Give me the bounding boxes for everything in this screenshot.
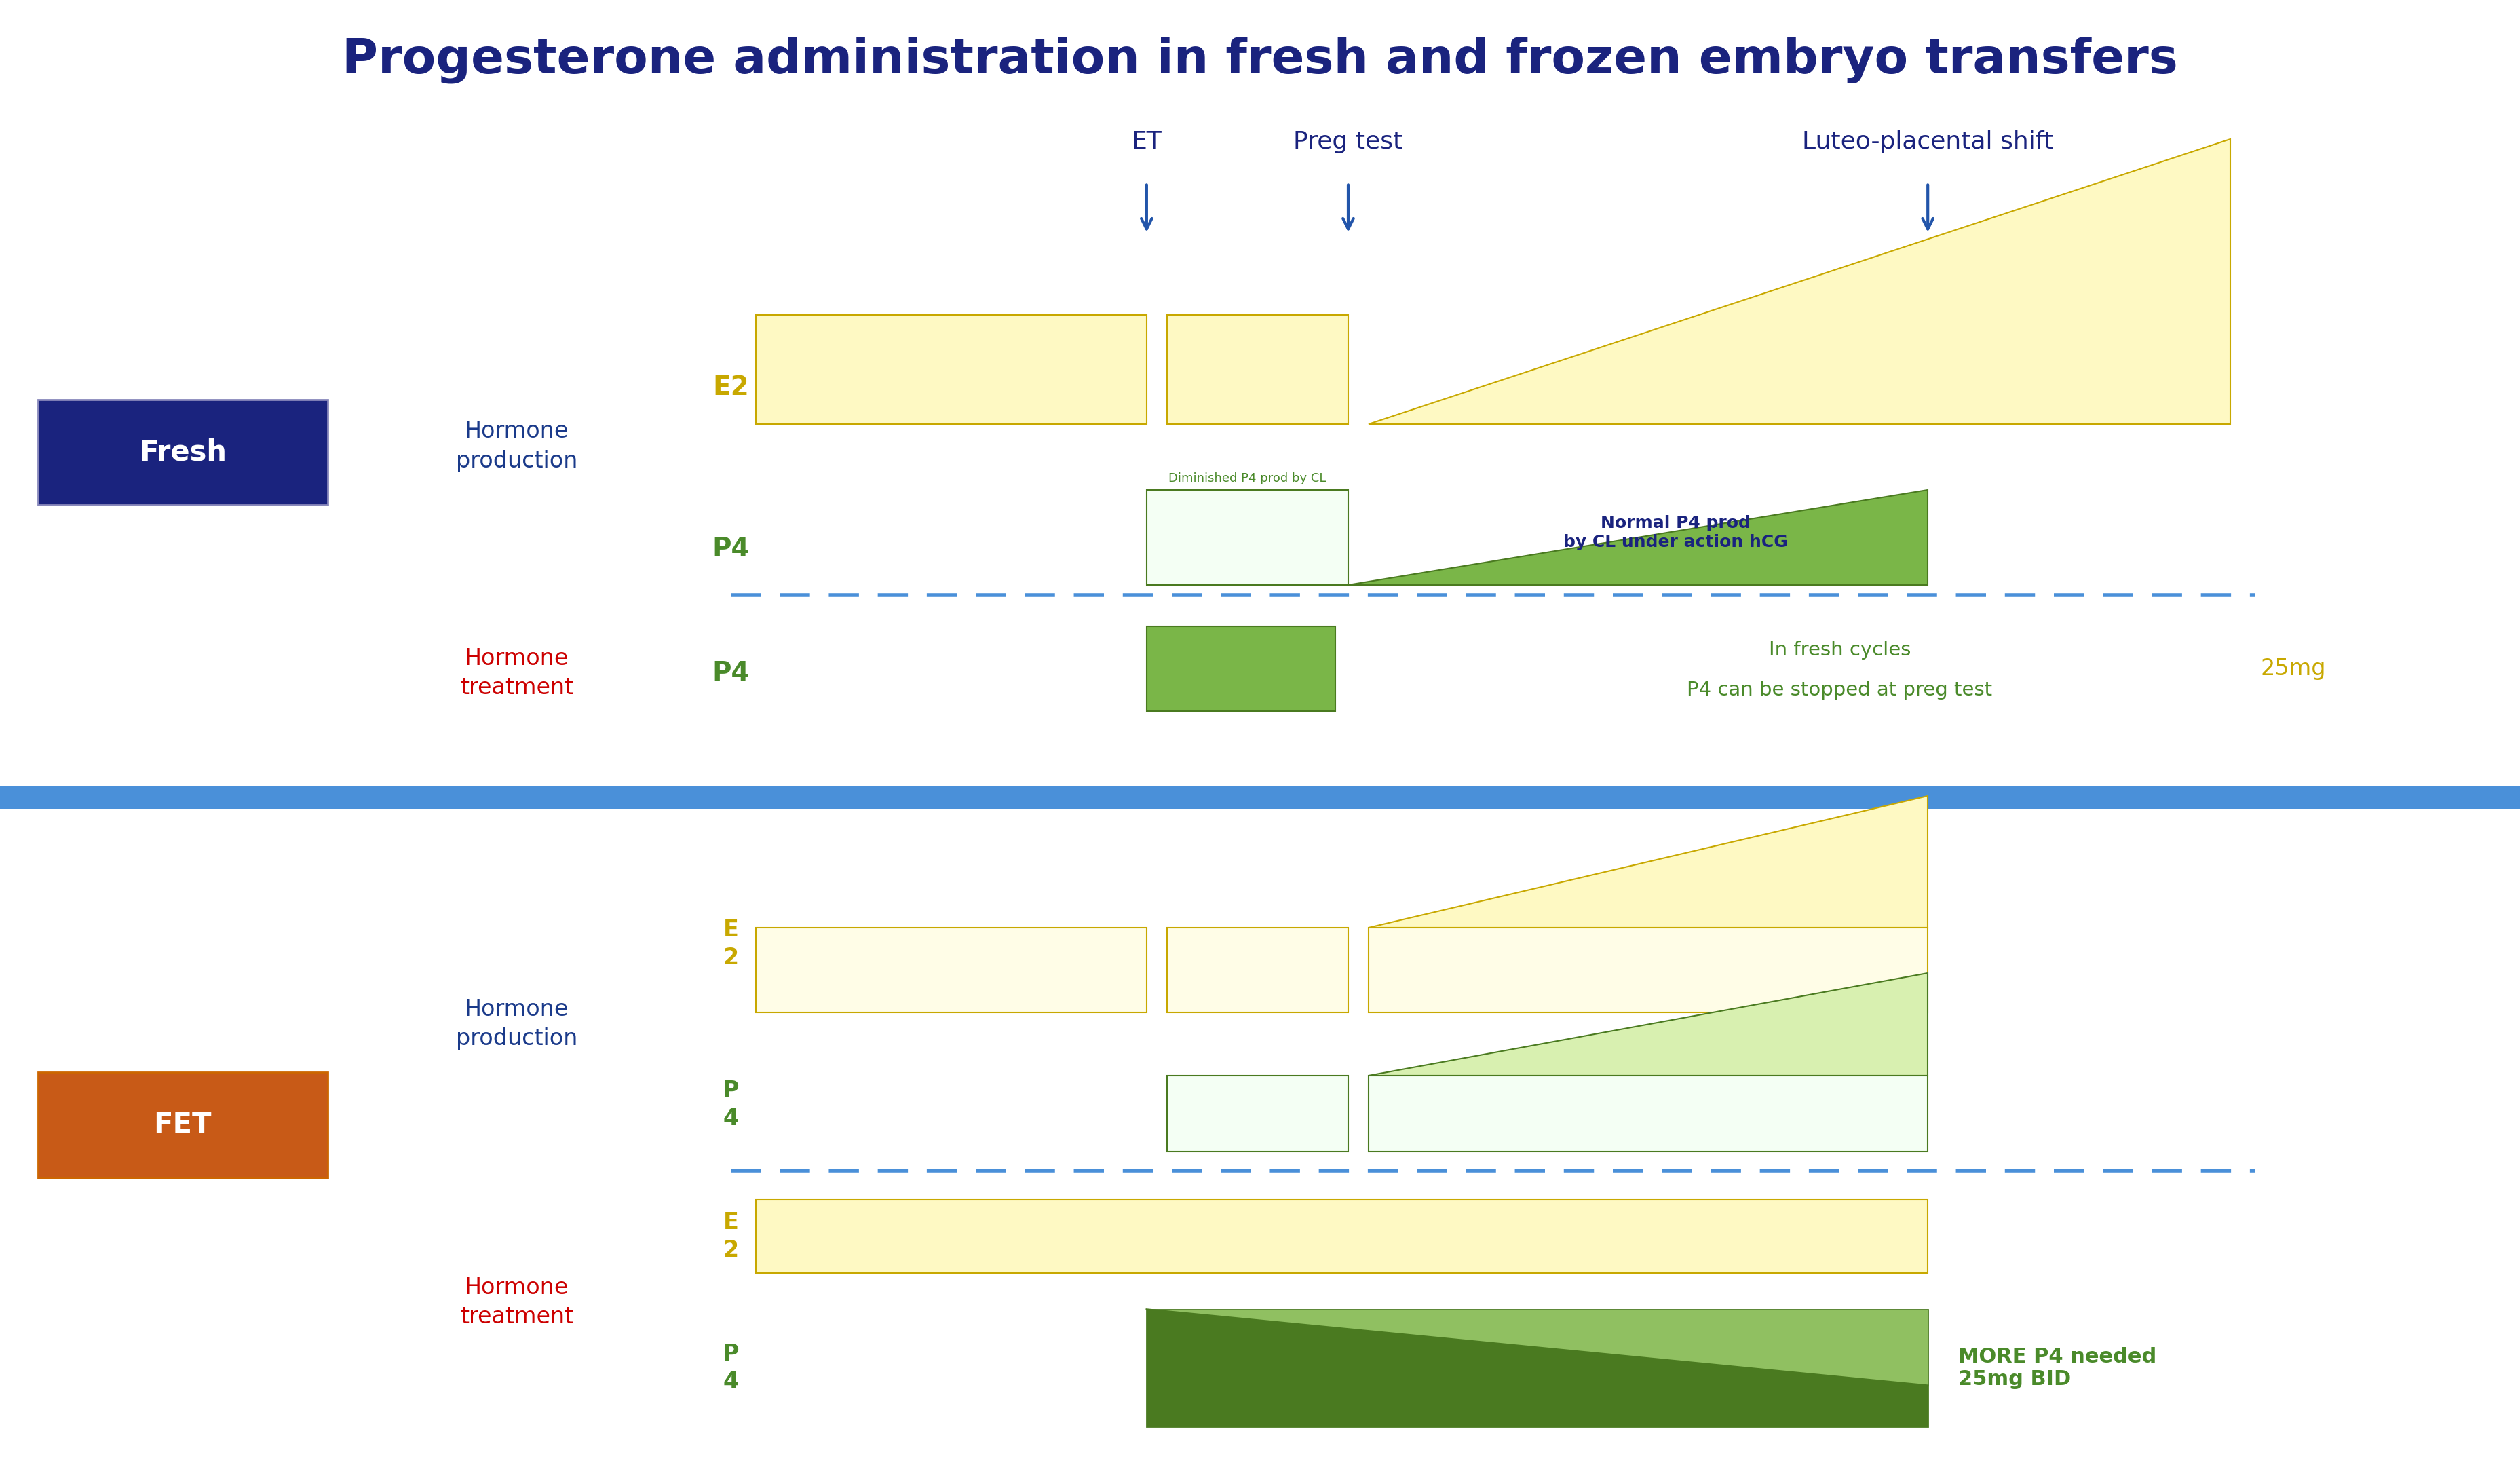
Bar: [1147, 1309, 1928, 1426]
Polygon shape: [1348, 490, 1928, 585]
Text: Preg test: Preg test: [1293, 130, 1404, 154]
Text: MORE P4 needed
25mg BID: MORE P4 needed 25mg BID: [1958, 1346, 2157, 1390]
Bar: [1368, 1075, 1928, 1151]
Bar: [1167, 1075, 1348, 1151]
Text: P4: P4: [713, 535, 748, 562]
Polygon shape: [1368, 796, 1928, 928]
Text: E2: E2: [713, 375, 748, 401]
Text: Luteo-placental shift: Luteo-placental shift: [1802, 130, 2054, 154]
Text: P4: P4: [713, 660, 748, 686]
Bar: [0, 786, 2520, 809]
Text: ET: ET: [1131, 130, 1162, 154]
Text: P
4: P 4: [723, 1080, 738, 1129]
Bar: [756, 1200, 1928, 1273]
Polygon shape: [1147, 1309, 1928, 1385]
Bar: [756, 928, 1147, 1012]
Text: Fresh: Fresh: [139, 437, 227, 467]
Text: FET: FET: [154, 1110, 212, 1140]
Polygon shape: [1368, 973, 1928, 1075]
Text: 25mg: 25mg: [2260, 657, 2326, 680]
Bar: [756, 315, 1147, 424]
Text: In fresh cycles: In fresh cycles: [1769, 641, 1910, 660]
Text: Hormone
treatment: Hormone treatment: [461, 1276, 572, 1328]
Text: Normal P4 prod
by CL under action hCG: Normal P4 prod by CL under action hCG: [1562, 515, 1789, 550]
Text: P4 can be stopped at preg test: P4 can be stopped at preg test: [1686, 680, 1993, 699]
Text: Hormone
production: Hormone production: [456, 420, 577, 473]
Text: E
2: E 2: [723, 919, 738, 969]
Bar: [38, 399, 328, 505]
Bar: [1147, 490, 1348, 585]
Bar: [1368, 928, 1928, 1012]
Text: P
4: P 4: [723, 1343, 738, 1393]
Bar: [38, 1072, 328, 1178]
Bar: [1167, 928, 1348, 1012]
Text: Progesterone administration in fresh and frozen embryo transfers: Progesterone administration in fresh and…: [343, 37, 2177, 83]
Text: E
2: E 2: [723, 1211, 738, 1261]
Text: Hormone
treatment: Hormone treatment: [461, 647, 572, 699]
Bar: [1147, 626, 1336, 711]
Text: Hormone
production: Hormone production: [456, 998, 577, 1050]
Bar: [1167, 315, 1348, 424]
Polygon shape: [1368, 139, 2230, 424]
Text: Diminished P4 prod by CL: Diminished P4 prod by CL: [1169, 473, 1326, 484]
